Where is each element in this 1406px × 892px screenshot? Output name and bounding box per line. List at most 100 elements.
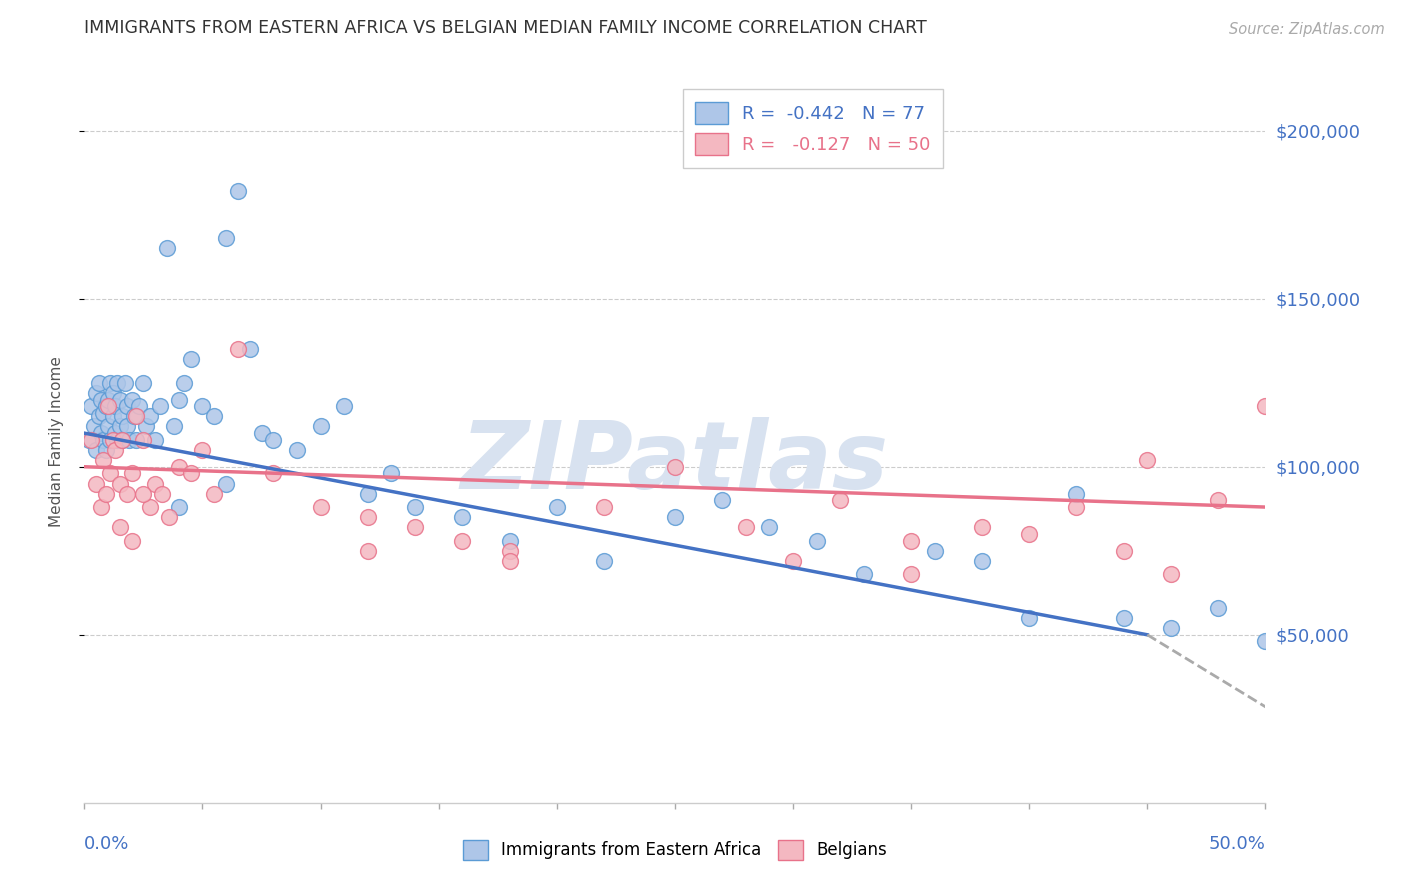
Point <box>404 500 426 514</box>
Point <box>1206 493 1229 508</box>
Point <box>664 459 686 474</box>
Point <box>115 399 138 413</box>
Point <box>108 392 131 407</box>
Point <box>167 392 190 407</box>
Point <box>593 500 616 514</box>
Point <box>163 419 186 434</box>
Point <box>180 352 202 367</box>
Point <box>262 467 284 481</box>
Point <box>150 486 173 500</box>
Point <box>173 376 195 390</box>
Point <box>104 442 127 457</box>
Point <box>125 409 148 424</box>
Point <box>135 419 157 434</box>
Point <box>215 231 238 245</box>
Point <box>498 533 520 548</box>
Point <box>852 567 875 582</box>
Point <box>84 385 107 400</box>
Point <box>1254 634 1277 648</box>
Point <box>94 442 117 457</box>
Point <box>115 486 138 500</box>
Point <box>104 399 127 413</box>
Point <box>139 409 162 424</box>
Point <box>498 543 520 558</box>
Point <box>1136 453 1159 467</box>
Point <box>250 426 273 441</box>
Point <box>101 385 124 400</box>
Point <box>1066 500 1088 514</box>
Point <box>90 392 112 407</box>
Point <box>1018 611 1040 625</box>
Point <box>970 520 993 534</box>
Point <box>498 554 520 568</box>
Text: ZIPatlas: ZIPatlas <box>461 417 889 509</box>
Point <box>118 433 141 447</box>
Point <box>111 409 134 424</box>
Point <box>734 520 756 534</box>
Text: Source: ZipAtlas.com: Source: ZipAtlas.com <box>1229 22 1385 37</box>
Point <box>900 567 922 582</box>
Point <box>83 419 105 434</box>
Point <box>593 554 616 568</box>
Point <box>806 533 828 548</box>
Point <box>91 406 114 420</box>
Point <box>121 392 143 407</box>
Point <box>121 467 143 481</box>
Point <box>202 486 225 500</box>
Point <box>97 392 120 407</box>
Point <box>782 554 804 568</box>
Point <box>104 426 127 441</box>
Point <box>97 419 120 434</box>
Point <box>924 543 946 558</box>
Point <box>98 376 121 390</box>
Point <box>122 409 145 424</box>
Point <box>101 409 124 424</box>
Point <box>114 376 136 390</box>
Point <box>87 376 110 390</box>
Point <box>180 467 202 481</box>
Point <box>333 399 356 413</box>
Point <box>91 433 114 447</box>
Point <box>111 433 134 447</box>
Point <box>87 409 110 424</box>
Point <box>546 500 568 514</box>
Text: IMMIGRANTS FROM EASTERN AFRICA VS BELGIAN MEDIAN FAMILY INCOME CORRELATION CHART: IMMIGRANTS FROM EASTERN AFRICA VS BELGIA… <box>84 19 927 37</box>
Point <box>156 241 179 255</box>
Point <box>191 399 214 413</box>
Point <box>404 520 426 534</box>
Point <box>108 419 131 434</box>
Point <box>357 543 380 558</box>
Point <box>239 342 262 356</box>
Point <box>380 467 402 481</box>
Point <box>451 510 474 524</box>
Point <box>111 433 134 447</box>
Point <box>157 510 180 524</box>
Point <box>143 433 166 447</box>
Point <box>167 459 190 474</box>
Point <box>202 409 225 424</box>
Point <box>711 493 734 508</box>
Point <box>451 533 474 548</box>
Point <box>357 486 380 500</box>
Point <box>132 486 155 500</box>
Point <box>132 433 155 447</box>
Point <box>309 419 332 434</box>
Point <box>215 476 238 491</box>
Point <box>91 453 114 467</box>
Y-axis label: Median Family Income: Median Family Income <box>49 356 63 527</box>
Point <box>125 433 148 447</box>
Point <box>77 433 100 447</box>
Point <box>128 399 150 413</box>
Point <box>226 184 249 198</box>
Point <box>107 376 129 390</box>
Point <box>121 533 143 548</box>
Point <box>226 342 249 356</box>
Point <box>94 486 117 500</box>
Point <box>90 500 112 514</box>
Point <box>1018 527 1040 541</box>
Point <box>90 426 112 441</box>
Legend: Immigrants from Eastern Africa, Belgians: Immigrants from Eastern Africa, Belgians <box>456 833 894 867</box>
Point <box>80 433 103 447</box>
Point <box>1112 543 1135 558</box>
Point <box>101 433 124 447</box>
